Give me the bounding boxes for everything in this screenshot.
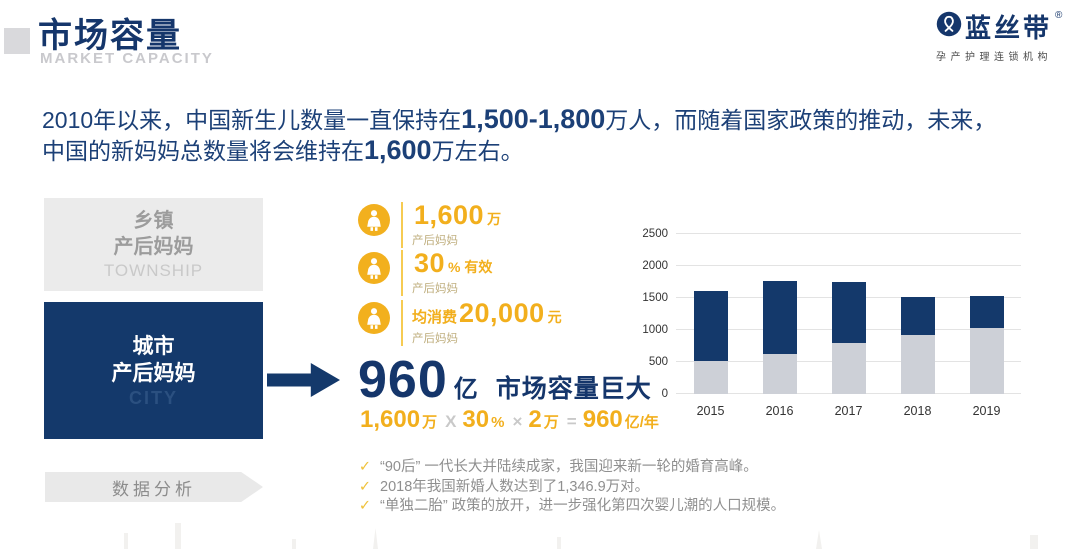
chart-y-tick-label: 2000 bbox=[642, 260, 668, 272]
check-icon: ✓ bbox=[358, 459, 372, 475]
intro-paragraph: 2010年以来，中国新生儿数量一直保持在1,500-1,800万人，而随着国家政… bbox=[42, 104, 1032, 166]
chart-x-tick-label: 2017 bbox=[834, 404, 863, 418]
segment-township: 乡镇 产后妈妈 TOWNSHIP bbox=[44, 198, 263, 291]
bar-segment-top-navy bbox=[762, 280, 797, 354]
check-icon: ✓ bbox=[358, 478, 372, 495]
ribbon-logo-icon bbox=[936, 11, 962, 42]
stat-value: 30 bbox=[414, 248, 446, 278]
chart-gridline bbox=[676, 233, 1021, 234]
formula-number: 30 bbox=[462, 406, 490, 433]
formula-operator: = bbox=[566, 412, 577, 431]
check-icon: ✓ bbox=[358, 498, 372, 514]
intro-text-3: 中国的新妈妈总数量将会维持在 bbox=[42, 138, 364, 164]
city-line2: 产后妈妈 bbox=[111, 361, 196, 385]
stat-row-avg-spend: 均消费 20,000 元 产后妈妈 bbox=[358, 300, 562, 346]
bar-2016 bbox=[762, 280, 797, 394]
township-en-label: TOWNSHIP bbox=[103, 261, 204, 280]
bar-segment-bottom-gray bbox=[969, 328, 1004, 394]
intro-text-1: 2010年以来，中国新生儿数量一直保持在 bbox=[42, 107, 462, 133]
headline-unit: 亿 bbox=[453, 376, 478, 403]
brand-tagline: 孕产护理连锁机构 bbox=[936, 52, 1052, 63]
stat-suffix: 万 bbox=[487, 211, 502, 227]
bar-segment-bottom-gray bbox=[831, 342, 866, 394]
bar-segment-top-navy bbox=[969, 296, 1004, 329]
formula-number: 960 bbox=[582, 406, 623, 433]
bullet-text: 2018年我国新婚人数达到了1,346.9万对。 bbox=[380, 478, 650, 495]
brand-logo: 蓝丝带 ® 孕产护理连锁机构 bbox=[936, 8, 1064, 63]
skyline-decoration bbox=[0, 521, 1080, 549]
stat-prefix: 均消费 bbox=[412, 309, 458, 326]
formula-number: 1,600 bbox=[360, 406, 421, 433]
township-line1: 乡镇 bbox=[133, 210, 174, 232]
chart-x-tick-label: 2018 bbox=[903, 404, 932, 418]
bar-segment-top-navy bbox=[693, 290, 728, 362]
formula-operator: X bbox=[445, 412, 457, 431]
page-subtitle: MARKET CAPACITY bbox=[40, 50, 214, 67]
city-en-label: CITY bbox=[128, 387, 178, 408]
data-analysis-label: 数据分析 bbox=[112, 479, 196, 499]
chart-y-tick-label: 1000 bbox=[642, 324, 668, 336]
chart-x-tick-label: 2019 bbox=[972, 404, 1001, 418]
bullet-item: ✓ “90后” 一代长大并陆续成家，我国迎来新一轮的婚育高峰。 bbox=[356, 458, 785, 478]
formula-operator: × bbox=[512, 412, 523, 431]
stat-row-mothers: 1,600 万 产后妈妈 bbox=[358, 202, 501, 248]
bar-segment-bottom-gray bbox=[693, 361, 728, 394]
bullet-item: ✓ “单独二胎” 政策的放开，进一步强化第四次婴儿潮的人口规模。 bbox=[356, 497, 785, 517]
intro-text-2: 万人，而随着国家政策的推动，未来， bbox=[605, 107, 997, 133]
bullet-text: “90后” 一代长大并陆续成家，我国迎来新一轮的婚育高峰。 bbox=[380, 459, 758, 475]
chart-y-tick-label: 500 bbox=[648, 356, 668, 368]
brand-name: 蓝丝带 bbox=[965, 14, 1053, 43]
bullet-item: ✓ 2018年我国新婚人数达到了1,346.9万对。 bbox=[356, 478, 785, 498]
chart-y-tick-label: 2500 bbox=[642, 228, 668, 240]
intro-number-range: 1,500-1,800 bbox=[461, 104, 606, 134]
intro-number-total: 1,600 bbox=[364, 135, 432, 165]
chart-gridline bbox=[676, 265, 1021, 266]
mother-icon bbox=[358, 302, 390, 334]
stat-row-effective-rate: 30% 有效 产后妈妈 bbox=[358, 250, 492, 296]
bar-2015 bbox=[693, 290, 728, 394]
formula-unit: % bbox=[491, 414, 505, 431]
city-line1: 城市 bbox=[132, 334, 175, 358]
data-analysis-banner: 数据分析 bbox=[45, 472, 263, 502]
intro-text-4: 万左右。 bbox=[431, 138, 524, 164]
stat-value: 20,000 bbox=[459, 298, 545, 328]
mother-icon bbox=[358, 252, 390, 284]
mother-icon bbox=[358, 204, 390, 236]
township-line2: 产后妈妈 bbox=[113, 236, 194, 258]
bar-segment-bottom-gray bbox=[900, 335, 935, 394]
chart-y-tick-label: 0 bbox=[661, 388, 668, 400]
stat-value: 1,600 bbox=[414, 200, 485, 230]
segment-city: 城市 产后妈妈 CITY bbox=[44, 302, 263, 439]
stat-suffix: 元 bbox=[547, 309, 562, 325]
bar-segment-bottom-gray bbox=[762, 353, 797, 394]
bar-segment-top-navy bbox=[900, 296, 935, 336]
bar-segment-top-navy bbox=[831, 282, 866, 343]
bar-2017 bbox=[831, 282, 866, 394]
chart-x-tick-label: 2015 bbox=[696, 404, 725, 418]
chart-x-tick-label: 2016 bbox=[765, 404, 794, 418]
registered-mark: ® bbox=[1055, 10, 1063, 21]
formula-unit: 亿/年 bbox=[624, 414, 659, 431]
bar-2018 bbox=[900, 296, 935, 394]
page-title: 市场容量 bbox=[38, 17, 182, 55]
headline-number: 960 bbox=[358, 351, 448, 409]
stat-label: 产后妈妈 bbox=[412, 235, 458, 247]
right-arrow-icon bbox=[267, 363, 340, 397]
headline-text: 市场容量巨大 bbox=[495, 375, 652, 403]
bullet-text: “单独二胎” 政策的放开，进一步强化第四次婴儿潮的人口规模。 bbox=[380, 498, 786, 514]
formula-unit: 万 bbox=[543, 414, 559, 431]
bar-2019 bbox=[969, 296, 1004, 394]
chart-plot: 0 500 1000 1500 2000 2500 2015 2016 2017 2018 2019 bbox=[642, 228, 1021, 418]
stat-label: 产后妈妈 bbox=[412, 283, 458, 295]
formula-unit: 万 bbox=[422, 414, 438, 431]
chart-y-tick-label: 1500 bbox=[642, 292, 668, 304]
insight-bullets: ✓ “90后” 一代长大并陆续成家，我国迎来新一轮的婚育高峰。 ✓ 2018年我… bbox=[356, 458, 785, 517]
birth-count-chart: 0 500 1000 1500 2000 2500 2015 2016 2017 2018 2019 bbox=[628, 222, 1032, 422]
stat-suffix: % 有效 bbox=[448, 259, 493, 275]
formula-number: 2 bbox=[528, 406, 542, 433]
market-size-headline: 960 亿 市场容量巨大 bbox=[358, 350, 652, 410]
decorative-square bbox=[4, 28, 30, 54]
stat-label: 产后妈妈 bbox=[412, 333, 458, 345]
